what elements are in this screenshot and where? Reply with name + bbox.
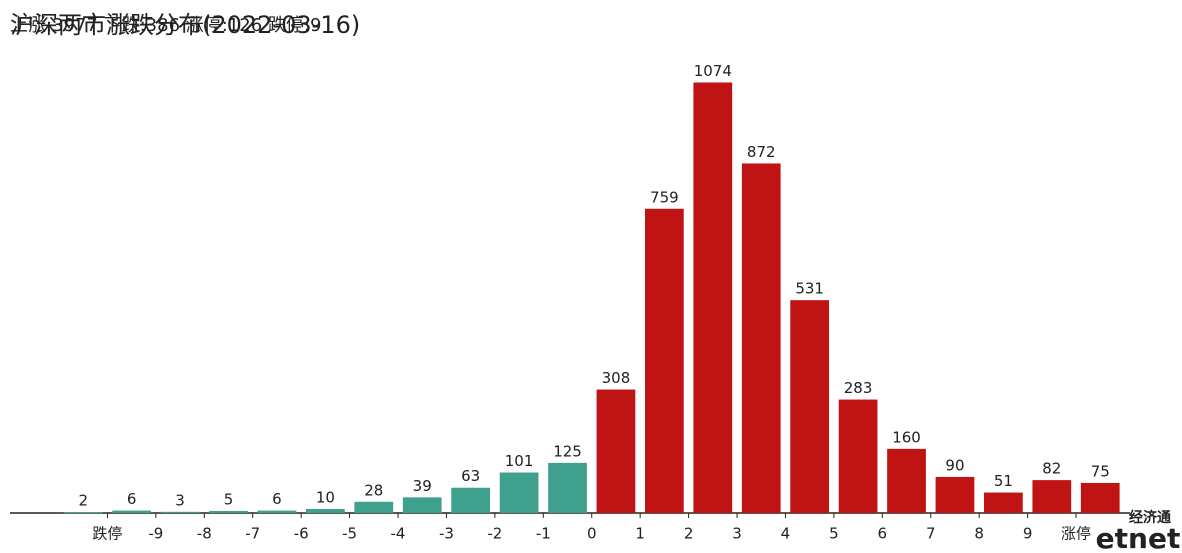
- x-tick-label: 0: [587, 525, 597, 543]
- bar: [354, 501, 394, 513]
- x-tick-label: 跌停: [92, 525, 122, 543]
- bar: [838, 399, 878, 513]
- bar: [935, 476, 975, 513]
- data-label: 75: [1091, 462, 1110, 480]
- data-label: 759: [650, 188, 679, 206]
- x-tick-label: 1: [635, 525, 645, 543]
- data-label: 125: [553, 442, 582, 460]
- chart-title: 沪深两市涨跌分布(2022-03-16): [10, 11, 360, 39]
- data-label: 63: [461, 467, 480, 485]
- data-label: 6: [272, 490, 282, 508]
- data-label: 3: [175, 491, 185, 509]
- bar: [887, 448, 926, 513]
- bar: [645, 208, 684, 513]
- bar: [548, 462, 587, 513]
- x-tick-label: 9: [1023, 525, 1033, 543]
- data-label: 5: [224, 490, 234, 508]
- x-tick-label: -2: [487, 525, 502, 543]
- data-label: 51: [994, 472, 1013, 490]
- x-tick-label: -7: [245, 525, 260, 543]
- data-label: 6: [127, 490, 137, 508]
- data-label: 39: [413, 477, 432, 495]
- data-label: 90: [945, 456, 964, 474]
- bar: [1080, 482, 1120, 513]
- x-tick-label: 8: [974, 525, 984, 543]
- bar: [451, 487, 491, 513]
- x-tick-label: 涨停: [1061, 525, 1091, 543]
- x-tick-label: 5: [829, 525, 839, 543]
- x-tick-label: -9: [148, 525, 163, 543]
- bar: [402, 497, 442, 513]
- data-label: 308: [602, 369, 631, 387]
- data-label: 101: [505, 452, 534, 470]
- watermark: 经济通: [1129, 509, 1171, 526]
- x-tick-label: 4: [781, 525, 791, 543]
- x-tick-label: -8: [197, 525, 212, 543]
- bar: [596, 389, 636, 513]
- bar: [209, 510, 248, 513]
- bar: [305, 508, 345, 513]
- bar: [112, 510, 152, 513]
- x-tick-label: 3: [732, 525, 742, 543]
- data-label: 160: [892, 428, 921, 446]
- x-tick-label: 7: [926, 525, 936, 543]
- bar: [984, 492, 1023, 513]
- data-label: 531: [795, 280, 824, 298]
- data-label: 10: [316, 488, 335, 506]
- x-tick-label: -3: [439, 525, 454, 543]
- x-tick-label: -5: [342, 525, 357, 543]
- bar: [790, 300, 830, 513]
- data-label: 28: [364, 481, 383, 499]
- watermark: etnet: [1096, 522, 1181, 553]
- bar: [160, 511, 200, 513]
- bar: [63, 512, 103, 514]
- bar: [257, 510, 297, 513]
- bar: [693, 82, 733, 513]
- x-tick-label: -4: [391, 525, 406, 543]
- data-label: 82: [1042, 460, 1061, 478]
- bar: [1032, 480, 1072, 513]
- x-tick-label: 6: [878, 525, 888, 543]
- data-label: 872: [747, 143, 776, 161]
- data-label: 2: [78, 492, 88, 510]
- data-label: 283: [844, 379, 873, 397]
- chart-subtitle: 上涨:3977 下跌:386 涨停:126 跌停:9: [10, 15, 321, 36]
- x-tick-label: 2: [684, 525, 694, 543]
- x-tick-label: -1: [536, 525, 551, 543]
- x-tick-label: -6: [294, 525, 309, 543]
- data-label: 1074: [694, 62, 732, 80]
- bar: [499, 472, 539, 513]
- bar: [741, 163, 781, 514]
